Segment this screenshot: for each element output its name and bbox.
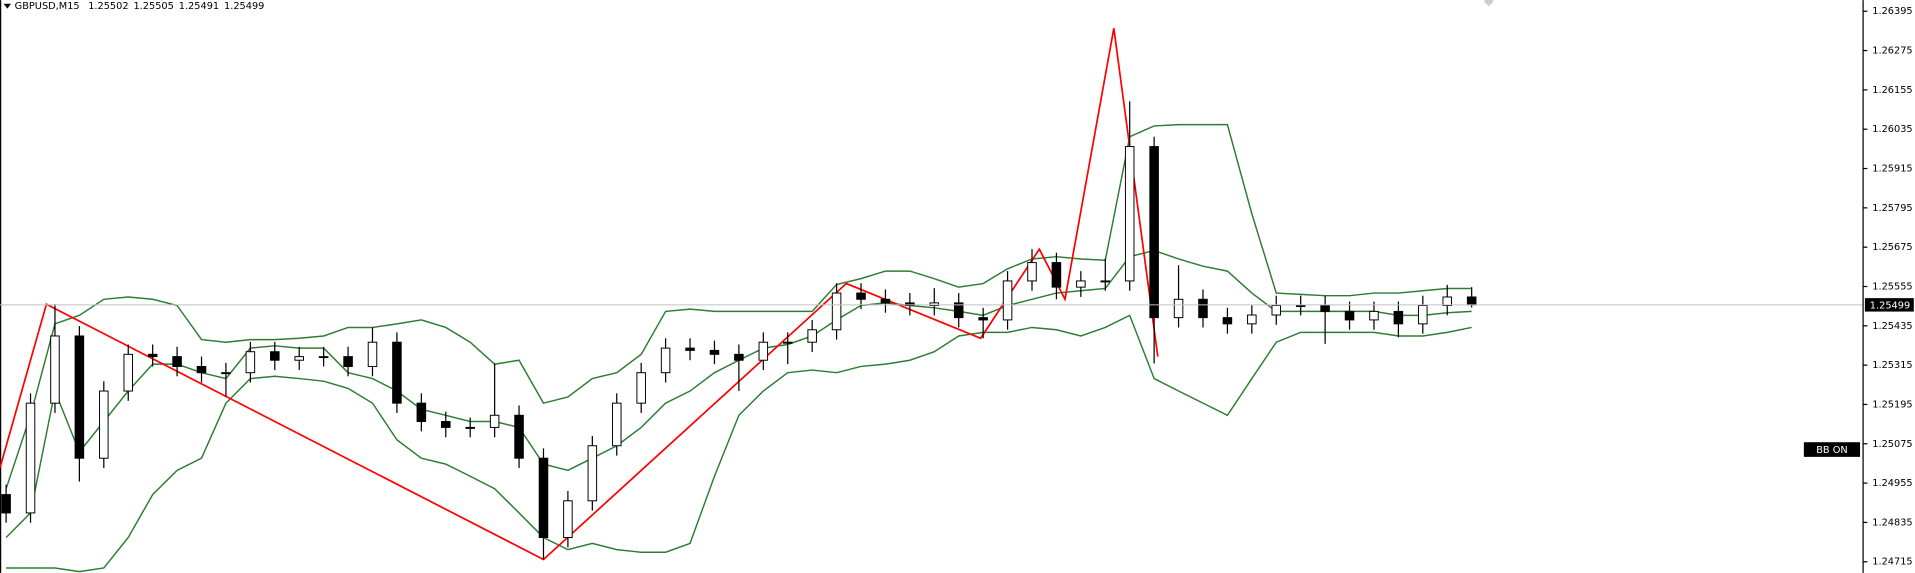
candle-body (709, 349, 720, 355)
y-tick-label: 1.24835 (1872, 517, 1912, 528)
candle-body (880, 298, 891, 304)
candle-body (514, 414, 524, 459)
bollinger-band (5, 123, 1472, 489)
candle-body (1002, 280, 1013, 321)
low-value: 1.25491 (179, 1, 219, 12)
candle-body (74, 335, 85, 459)
candle-body (1320, 305, 1330, 312)
bb-label: BB ON (1816, 445, 1847, 456)
candle-body (294, 356, 304, 361)
y-tick-label: 1.26035 (1872, 124, 1912, 135)
y-tick-label: 1.24955 (1872, 478, 1912, 489)
last-price-box (1864, 298, 1914, 312)
candle-body (758, 341, 769, 361)
y-tick-label: 1.25795 (1872, 203, 1912, 214)
candle-body (147, 353, 158, 358)
candle-body (587, 445, 598, 502)
candle-body (1, 494, 11, 514)
y-tick-label: 1.25315 (1872, 360, 1912, 371)
candle-body (392, 341, 402, 404)
candle-body (172, 356, 182, 367)
candle-body (1369, 310, 1379, 321)
candle-body (929, 302, 940, 306)
candle-body (831, 292, 842, 331)
candle-body (221, 372, 231, 375)
candle-body (1198, 298, 1208, 319)
y-tick-label: 1.25675 (1872, 242, 1912, 253)
candle-body (1149, 146, 1159, 319)
candle-body (416, 402, 427, 422)
candle-body (1247, 314, 1257, 325)
candle-body (538, 457, 549, 538)
candle-body (1442, 296, 1453, 306)
candle-body (489, 414, 500, 428)
y-tick-label: 1.25075 (1872, 439, 1912, 450)
candle-body (50, 335, 60, 404)
y-tick-label: 1.26275 (1872, 46, 1912, 57)
plot-area (0, 28, 1863, 573)
close-value: 1.25499 (224, 1, 264, 12)
candle-body (1173, 298, 1184, 319)
candle-body (905, 302, 915, 306)
candle-body (563, 500, 573, 538)
candle-body (343, 356, 353, 367)
y-tick-label: 1.25195 (1872, 399, 1912, 410)
candle-body (1027, 262, 1037, 282)
candle-body (1295, 305, 1306, 307)
candle-body (123, 353, 133, 392)
zigzag (0, 28, 1159, 561)
open-value: 1.25502 (88, 1, 128, 12)
candle-body (1418, 305, 1428, 325)
y-tick-label: 1.25555 (1872, 282, 1912, 293)
candle-body (978, 317, 988, 321)
candle-body (1051, 262, 1062, 288)
high-value: 1.25505 (133, 1, 173, 12)
header: GBPUSD,M15 1.25502 1.25505 1.25491 1.25499 (15, 1, 265, 12)
candle-body (1344, 310, 1355, 321)
candle-body (99, 390, 109, 459)
candle-body (1271, 305, 1282, 316)
candle-body (1222, 317, 1233, 325)
candle-body (1124, 146, 1135, 282)
candle-body (367, 341, 378, 367)
candle-body (1100, 280, 1111, 283)
candle-body (465, 426, 475, 429)
candle-body (636, 372, 646, 404)
candle-body (953, 302, 964, 319)
candle-body (196, 365, 207, 374)
dropdown-arrow (3, 3, 11, 9)
y-tick-label: 1.26155 (1872, 85, 1912, 96)
candle-body (270, 351, 280, 361)
y-tick-label: 1.25915 (1872, 164, 1912, 175)
candle-body (318, 356, 329, 359)
candle-body (1466, 296, 1477, 306)
candle-body (685, 347, 695, 351)
candle-body (1393, 310, 1404, 325)
y-tick-label: 1.24715 (1872, 557, 1912, 568)
candle-body (660, 347, 671, 374)
candle-body (782, 341, 793, 344)
y-tick-label: 1.25435 (1872, 321, 1912, 332)
candle-body (25, 402, 36, 514)
candle-body (441, 421, 451, 428)
candle-body (1076, 280, 1086, 288)
candle-body (807, 329, 817, 343)
last-price-label: 1.25499 (1870, 300, 1910, 311)
candle-body (734, 353, 744, 361)
candle-body (856, 292, 866, 300)
candle-body (611, 402, 622, 447)
symbol: GBPUSD,M15 (15, 1, 80, 12)
bb-label-box (1803, 442, 1861, 457)
candle-body (245, 351, 256, 374)
y-tick-label: 1.26395 (1872, 6, 1912, 17)
marker (1483, 0, 1494, 7)
